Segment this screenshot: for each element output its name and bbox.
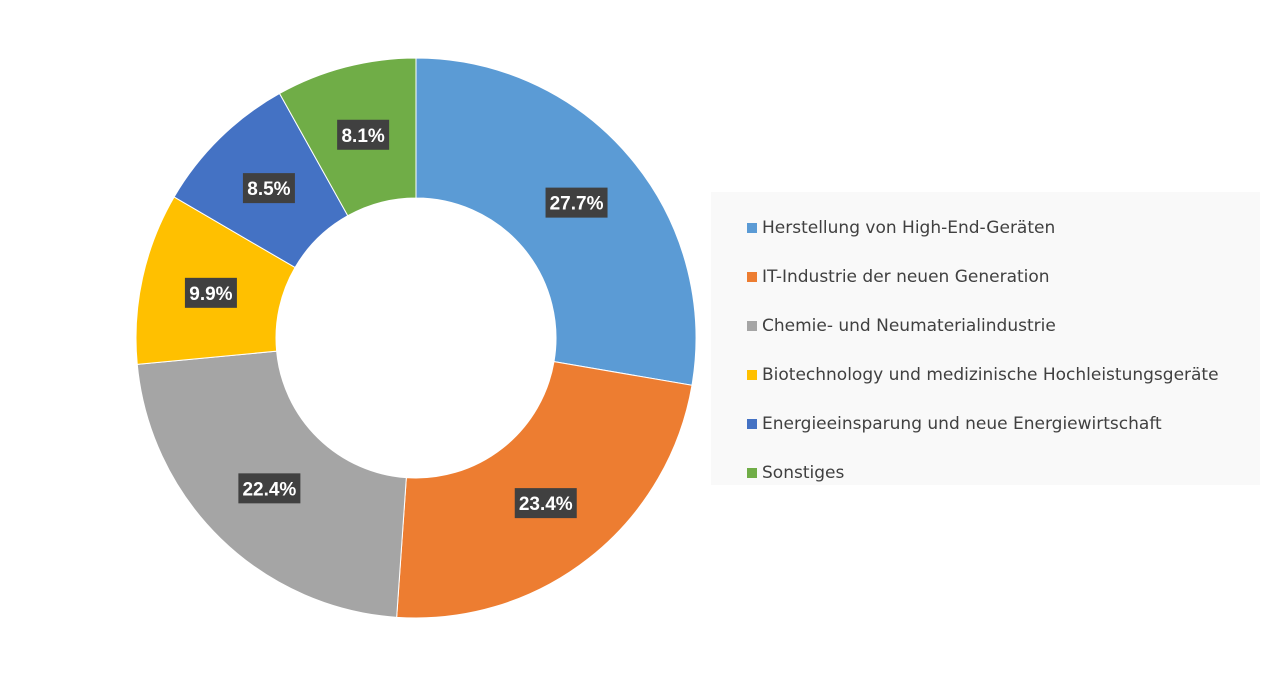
data-label-text: 8.5% — [247, 179, 290, 200]
legend-item-energy: Energieeinsparung und neue Energiewirtsc… — [711, 399, 1260, 448]
legend-swatch — [747, 320, 757, 331]
data-label-biotechnology: 9.9% — [184, 277, 237, 308]
data-label-box — [238, 473, 301, 504]
legend-label: Sonstiges — [762, 462, 845, 483]
slice-high-end-equipment — [415, 57, 697, 386]
data-label-it-industry: 23.4% — [514, 488, 577, 519]
data-label-box — [184, 277, 237, 308]
data-label-text: 23.4% — [519, 494, 573, 515]
data-label-box — [545, 187, 608, 218]
legend-label: Energieeinsparung und neue Energiewirtsc… — [762, 413, 1162, 434]
data-label-box — [337, 119, 390, 150]
data-label-high-end-equipment: 27.7% — [545, 187, 608, 218]
data-label-energy: 8.5% — [242, 173, 295, 204]
legend-label: IT-Industrie der neuen Generation — [762, 266, 1050, 287]
data-label-text: 9.9% — [189, 284, 232, 305]
chart-legend: Herstellung von High-End-Geräten IT-Indu… — [711, 192, 1260, 485]
data-label-box — [242, 173, 295, 204]
legend-swatch — [747, 467, 757, 478]
legend-swatch — [747, 271, 757, 282]
data-label-text: 22.4% — [242, 479, 296, 500]
data-label-box — [514, 488, 577, 519]
legend-swatch — [747, 418, 757, 429]
legend-label: Chemie- und Neumaterialindustrie — [762, 315, 1056, 336]
donut-slices — [135, 57, 697, 619]
legend-item-high-end-equipment: Herstellung von High-End-Geräten — [711, 203, 1260, 252]
data-label-chemicals-materials: 22.4% — [238, 473, 301, 504]
data-label-text: 8.1% — [341, 126, 384, 147]
data-labels: 27.7% 23.4% 22.4% 9.9% 8.5% 8.1% — [184, 119, 608, 519]
legend-item-other: Sonstiges — [711, 448, 1260, 497]
legend-item-it-industry: IT-Industrie der neuen Generation — [711, 252, 1260, 301]
legend-item-chemicals-materials: Chemie- und Neumaterialindustrie — [711, 301, 1260, 350]
legend-label: Herstellung von High-End-Geräten — [762, 217, 1056, 238]
legend-swatch — [747, 222, 757, 233]
legend-item-biotechnology: Biotechnology und medizinische Hochleist… — [711, 350, 1260, 399]
legend-label: Biotechnology und medizinische Hochleist… — [762, 364, 1219, 385]
data-label-other: 8.1% — [337, 119, 390, 150]
data-label-text: 27.7% — [550, 194, 604, 215]
legend-swatch — [747, 369, 757, 380]
